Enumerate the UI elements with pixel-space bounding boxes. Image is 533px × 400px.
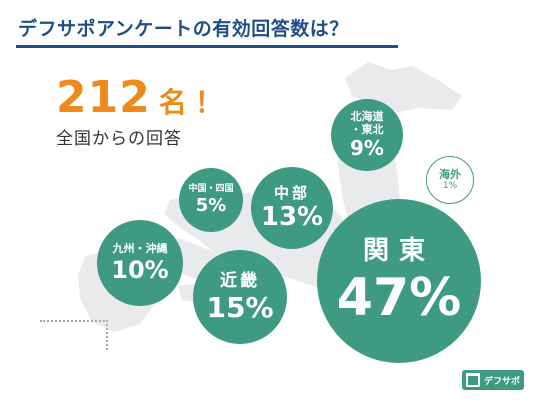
- total-responses: 212 名！: [56, 72, 223, 123]
- region-label: 中部: [273, 183, 310, 202]
- logo-mark-icon: [466, 373, 480, 387]
- total-unit: 名: [158, 86, 187, 119]
- region-label: 北海道: [350, 109, 384, 123]
- total-number: 212: [56, 72, 151, 123]
- region-chubu: 中部 13%: [251, 167, 333, 249]
- page-title: デフサポアンケートの有効回答数は？: [18, 18, 349, 40]
- region-percent: 9%: [350, 136, 384, 161]
- region-label: 近畿: [220, 270, 260, 291]
- region-chugoku-shikoku: 中国・四国 5%: [179, 168, 243, 232]
- region-percent: 15%: [206, 291, 274, 325]
- region-label: ・東北: [350, 122, 384, 136]
- region-percent: 5%: [195, 195, 227, 217]
- region-label: 海外: [439, 168, 461, 181]
- region-label: 中国・四国: [188, 183, 234, 194]
- region-overseas: 海外 1%: [426, 156, 474, 204]
- region-label: 九州・沖縄: [112, 241, 168, 255]
- region-kyushu-okinawa: 九州・沖縄 10%: [97, 220, 183, 306]
- subcaption: 全国からの回答: [56, 129, 182, 149]
- brand-logo: デフサポ: [462, 370, 524, 390]
- okinawa-inset-border: [40, 320, 108, 350]
- logo-text: デフサポ: [484, 376, 521, 387]
- region-percent: 10%: [111, 256, 169, 285]
- region-kanto: 関東 47%: [317, 199, 481, 363]
- region-percent: 47%: [336, 267, 462, 328]
- title-underline: [16, 45, 398, 48]
- region-kinki: 近畿 15%: [193, 250, 287, 344]
- region-percent: 1%: [442, 181, 458, 192]
- region-label: 関東: [362, 235, 435, 266]
- region-percent: 13%: [260, 201, 324, 232]
- region-hokkaido-tohoku: 北海道 ・東北 9%: [331, 99, 403, 171]
- total-mark: ！: [194, 86, 223, 119]
